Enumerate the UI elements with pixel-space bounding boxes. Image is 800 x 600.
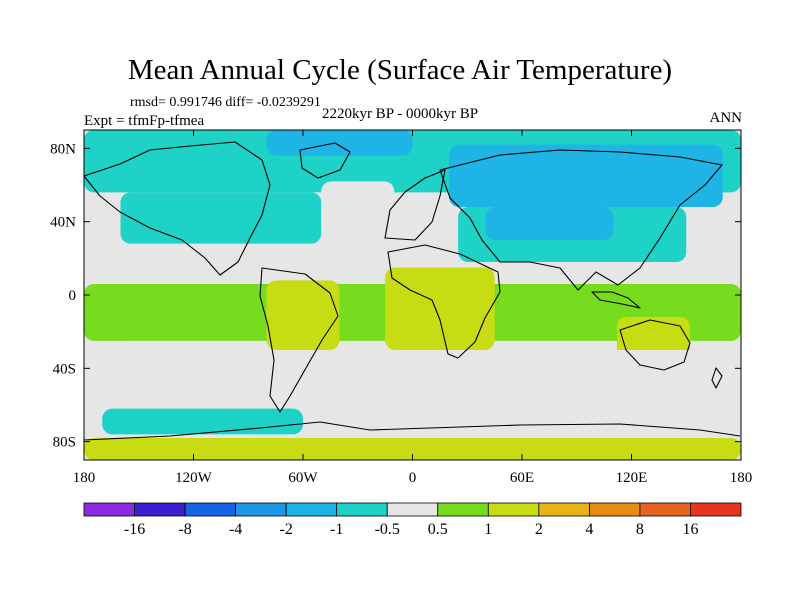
x-tick-label: 60W <box>288 470 318 486</box>
coastline-australia <box>619 319 691 371</box>
colorbar: -16 -8 -4 -2 -1 -0.5 0.5 1 2 4 8 16 <box>83 502 742 538</box>
colorbar-label: 2 <box>535 521 543 538</box>
y-tick-label: 40N <box>50 215 76 231</box>
colorbar-swatch <box>690 502 742 517</box>
colorbar-label: -2 <box>279 521 292 538</box>
period-subtitle: 2220kyr BP - 0000kyr BP <box>321 106 479 122</box>
region-southern-ocean-blue <box>102 408 303 435</box>
x-tick-label: 180 <box>730 470 753 486</box>
region-arctic-blue <box>266 130 413 156</box>
colorbar-swatch <box>336 502 388 517</box>
colorbar-label: 0.5 <box>428 521 448 538</box>
y-tick-label: 80S <box>53 435 76 451</box>
region-north-atlantic-gray <box>321 181 395 240</box>
region-north-america-cyan <box>120 192 322 244</box>
x-tick-label: 60E <box>510 470 534 486</box>
x-tick-label: 180 <box>73 470 96 486</box>
colorbar-label: 4 <box>585 521 593 538</box>
coastline-antarctica <box>83 421 741 441</box>
colorbar-swatch <box>235 502 287 517</box>
colorbar-label: 8 <box>636 521 644 538</box>
colorbar-label: 1 <box>484 521 492 538</box>
coastline-greenland <box>299 142 351 179</box>
y-tick-label: 80N <box>50 141 76 157</box>
coastline-indonesia <box>591 291 641 309</box>
map-fill-layer <box>84 130 741 460</box>
coastline-asia <box>439 149 723 291</box>
colorbar-label: 16 <box>682 521 698 538</box>
region-southern-ocean-gray <box>84 350 741 405</box>
colorbar-label: -8 <box>178 521 191 538</box>
colorbar-label: -16 <box>124 521 145 538</box>
coastline-africa <box>387 244 501 359</box>
region-africa-yellow <box>385 267 495 350</box>
colorbar-swatch <box>538 502 590 517</box>
chart-title: Mean Annual Cycle (Surface Air Temperatu… <box>127 54 673 86</box>
y-axis: 80N 40N 0 40S 80S <box>50 141 741 451</box>
x-tick-label: 120E <box>616 470 648 486</box>
coastline-north-america <box>83 141 271 276</box>
region-south-america-yellow <box>266 280 340 350</box>
colorbar-swatch <box>588 502 641 517</box>
experiment-label: Expt = tfmFp-tfmea <box>84 113 205 129</box>
region-antarctica-yellow <box>84 438 741 460</box>
colorbar-label: -0.5 <box>375 521 400 538</box>
y-tick-label: 0 <box>69 288 77 304</box>
region-central-asia-blue <box>485 207 614 240</box>
colorbar-swatch <box>487 502 540 517</box>
coastline-layer <box>83 141 741 441</box>
season-label: ANN <box>709 110 743 126</box>
x-tick-label: 0 <box>409 470 417 486</box>
region-eurasia-blue <box>449 144 723 207</box>
colorbar-swatch <box>639 502 691 517</box>
coastline-south-america <box>259 267 339 413</box>
coastline-new-zealand <box>711 367 723 389</box>
colorbar-swatch <box>285 502 338 517</box>
x-axis: 180 120W 60W 0 60E 120E 180 <box>73 130 753 486</box>
y-tick-label: 40S <box>53 361 76 377</box>
colorbar-swatch <box>134 502 186 517</box>
colorbar-label: -1 <box>330 521 343 538</box>
coastline-europe <box>384 169 446 241</box>
rmsd-diff-stats: rmsd= 0.991746 diff= -0.0239291 <box>130 95 321 110</box>
colorbar-swatch <box>386 502 439 517</box>
colorbar-swatch <box>437 502 489 517</box>
colorbar-swatch <box>184 502 237 517</box>
colorbar-label: -4 <box>229 521 242 538</box>
colorbar-swatch <box>83 502 135 517</box>
x-tick-label: 120W <box>175 470 213 486</box>
